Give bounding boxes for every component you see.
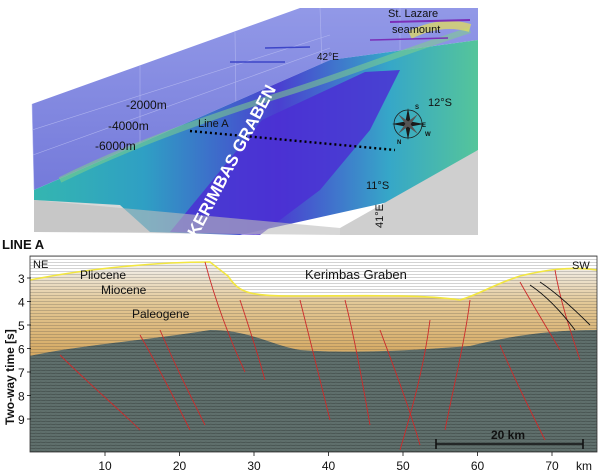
seamount-label-line1: St. Lazare <box>388 8 438 20</box>
compass-label-w: W <box>425 132 431 138</box>
x-tick-label: 70 <box>545 459 559 473</box>
coordinate-tick <box>264 46 311 49</box>
section-frame <box>29 255 598 453</box>
wall-grid <box>31 7 401 191</box>
compass-label-e: E <box>422 123 426 129</box>
depth-label: -2000m <box>126 98 167 112</box>
depth-label: -6000m <box>95 139 136 153</box>
section-graben-label: Kerimbas Graben <box>305 267 407 282</box>
x-tick-label: 30 <box>247 459 261 473</box>
block-back-wall <box>32 8 478 190</box>
x-tick-label: 40 <box>322 459 336 473</box>
section-title: LINE A <box>2 237 45 252</box>
y-tick-label: 7 <box>18 366 25 380</box>
x-tick-label: 50 <box>396 459 410 473</box>
x-tick-label: 20 <box>173 459 187 473</box>
line-a-label: Line A <box>198 118 229 130</box>
block-side-face <box>34 200 340 235</box>
coord-lat-right: 12°S <box>428 97 452 109</box>
scale-bar-label: 20 km <box>491 428 525 442</box>
fault-lines <box>59 261 581 451</box>
y-axis-label: Two-way time [s] <box>3 329 17 425</box>
x-tick-label: 10 <box>98 459 112 473</box>
x-axis-ticks: 10 20 30 40 50 60 70 <box>98 452 559 473</box>
coord-lon-bottom: 41°E <box>374 204 386 228</box>
y-tick-label: 5 <box>18 319 25 333</box>
depth-label: -4000m <box>108 119 149 133</box>
coord-lat-mid: 11°S <box>366 180 389 192</box>
seismic-section: LINE A <box>2 237 598 473</box>
unit-label-pliocene: Pliocene <box>80 268 126 282</box>
line-a-trace <box>189 129 396 152</box>
compass-label-n: N <box>397 140 401 146</box>
seafloor-reflector <box>30 261 597 301</box>
grey-platform-right <box>340 150 478 235</box>
coord-lon-top: 42°E <box>317 52 339 63</box>
seamount-marker-line <box>389 19 471 23</box>
y-tick-label: 6 <box>18 343 25 357</box>
compass-rose: N S E W <box>392 105 431 146</box>
y-axis-ticks: 3 4 5 6 7 8 9 <box>18 272 31 427</box>
x-tick-label: 60 <box>471 459 485 473</box>
scale-bar: 20 km <box>435 428 584 449</box>
seamount-highlight <box>408 20 472 39</box>
x-axis-unit: km <box>576 459 592 473</box>
unit-label-paleogene: Paleogene <box>132 307 190 321</box>
graben-trough <box>170 70 400 235</box>
seamount-marker-line <box>369 37 449 41</box>
seamount-label-line2: seamount <box>392 24 440 36</box>
corner-label-right: SW <box>572 260 590 272</box>
y-tick-label: 8 <box>18 390 25 404</box>
unit-label-miocene: Miocene <box>101 283 147 297</box>
ridge-highlight <box>58 27 471 183</box>
y-tick-label: 9 <box>18 413 25 427</box>
bathymetry-block: N S E W -2000m -4000m -6000m Line A KERI… <box>31 7 478 240</box>
y-tick-label: 3 <box>18 272 25 286</box>
compass-label-s: S <box>415 105 419 111</box>
y-tick-label: 4 <box>18 296 25 310</box>
corner-label-left: NE <box>33 259 48 271</box>
